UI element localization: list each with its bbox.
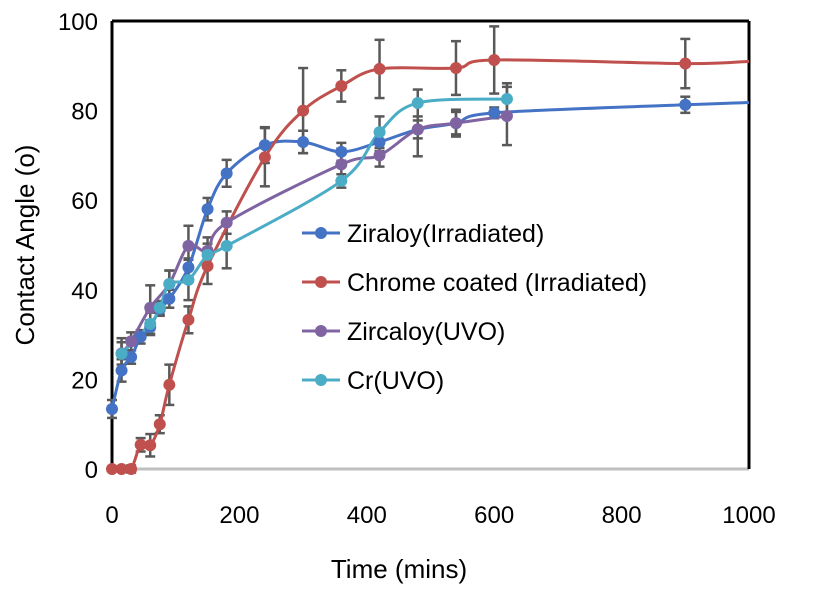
data-point-chrome-coated-irradiated bbox=[373, 62, 386, 75]
legend-label: Chrome coated (Irradiated) bbox=[347, 269, 647, 297]
y-tick-label: 80 bbox=[71, 99, 98, 126]
data-point-chrome-coated-irradiated bbox=[125, 463, 138, 475]
legend-marker bbox=[315, 227, 327, 239]
data-point-ziraloy-irradiated bbox=[125, 351, 138, 363]
data-point-ziraloy-irradiated bbox=[163, 292, 176, 305]
y-tick-label: 100 bbox=[58, 9, 98, 36]
x-tick-label: 600 bbox=[474, 502, 514, 529]
data-point-cr-uvo bbox=[220, 239, 233, 252]
data-point-cr-uvo bbox=[500, 92, 513, 105]
data-point-cr-uvo bbox=[115, 347, 128, 360]
data-point-zircaloy-uvo bbox=[500, 109, 513, 122]
data-point-chrome-coated-irradiated bbox=[201, 260, 214, 273]
y-axis-title: Contact Angle (o) bbox=[10, 145, 40, 346]
data-point-ziraloy-irradiated bbox=[106, 402, 118, 415]
data-point-chrome-coated-irradiated bbox=[258, 151, 271, 164]
series-markers bbox=[106, 53, 692, 475]
data-point-zircaloy-uvo bbox=[335, 158, 348, 171]
data-point-chrome-coated-irradiated bbox=[449, 62, 462, 75]
x-tick-label: 400 bbox=[347, 502, 387, 529]
y-tick-label: 60 bbox=[71, 188, 98, 215]
data-point-chrome-coated-irradiated bbox=[106, 463, 118, 475]
data-point-ziraloy-irradiated bbox=[201, 203, 214, 216]
data-point-zircaloy-uvo bbox=[373, 149, 386, 162]
data-point-ziraloy-irradiated bbox=[335, 145, 348, 158]
legend: Ziraloy(Irradiated) Chrome coated (Irradi… bbox=[302, 220, 647, 395]
x-tick-label: 0 bbox=[105, 502, 118, 529]
data-point-zircaloy-uvo bbox=[220, 216, 233, 229]
data-point-chrome-coated-irradiated bbox=[153, 418, 166, 431]
x-tick-label: 800 bbox=[602, 502, 642, 529]
data-point-chrome-coated-irradiated bbox=[488, 53, 501, 66]
data-point-chrome-coated-irradiated bbox=[163, 378, 176, 391]
y-tick-label: 40 bbox=[71, 278, 98, 305]
y-tick-label: 0 bbox=[85, 457, 98, 484]
legend-marker bbox=[315, 276, 327, 288]
data-point-zircaloy-uvo bbox=[144, 301, 157, 314]
x-tick-label: 200 bbox=[219, 502, 259, 529]
data-point-cr-uvo bbox=[373, 126, 386, 139]
data-point-ziraloy-irradiated bbox=[182, 261, 195, 274]
data-point-ziraloy-irradiated bbox=[220, 167, 233, 180]
data-point-chrome-coated-irradiated bbox=[134, 438, 147, 451]
data-point-cr-uvo bbox=[163, 277, 176, 290]
data-point-ziraloy-irradiated bbox=[115, 364, 128, 377]
data-point-ziraloy-irradiated bbox=[134, 330, 147, 343]
legend-marker bbox=[315, 374, 327, 386]
legend-marker bbox=[315, 325, 327, 337]
data-point-zircaloy-uvo bbox=[449, 117, 462, 130]
data-point-chrome-coated-irradiated bbox=[115, 463, 128, 475]
data-point-chrome-coated-irradiated bbox=[144, 439, 157, 452]
data-point-cr-uvo bbox=[201, 248, 214, 261]
data-point-cr-uvo bbox=[144, 317, 157, 330]
data-point-cr-uvo bbox=[411, 96, 424, 109]
data-point-chrome-coated-irradiated bbox=[679, 57, 692, 70]
data-point-ziraloy-irradiated bbox=[258, 139, 271, 152]
y-tick-label: 20 bbox=[71, 367, 98, 394]
data-point-ziraloy-irradiated bbox=[297, 135, 310, 148]
data-point-cr-uvo bbox=[182, 273, 195, 286]
data-point-zircaloy-uvo bbox=[125, 335, 138, 348]
data-point-chrome-coated-irradiated bbox=[297, 104, 310, 117]
data-point-zircaloy-uvo bbox=[411, 123, 424, 136]
legend-label: Ziraloy(Irradiated) bbox=[347, 220, 544, 248]
legend-label: Zircaloy(UVO) bbox=[347, 318, 505, 346]
data-point-ziraloy-irradiated bbox=[488, 106, 501, 119]
x-axis-title: Time (mins) bbox=[331, 554, 467, 584]
data-point-cr-uvo bbox=[335, 174, 348, 187]
data-point-cr-uvo bbox=[153, 301, 166, 314]
data-point-chrome-coated-irradiated bbox=[182, 313, 195, 326]
data-point-ziraloy-irradiated bbox=[373, 135, 386, 148]
data-point-zircaloy-uvo bbox=[182, 239, 195, 252]
legend-label: Cr(UVO) bbox=[347, 367, 444, 395]
data-point-ziraloy-irradiated bbox=[679, 98, 692, 111]
data-point-chrome-coated-irradiated bbox=[335, 79, 348, 92]
x-tick-label: 1000 bbox=[722, 502, 775, 529]
